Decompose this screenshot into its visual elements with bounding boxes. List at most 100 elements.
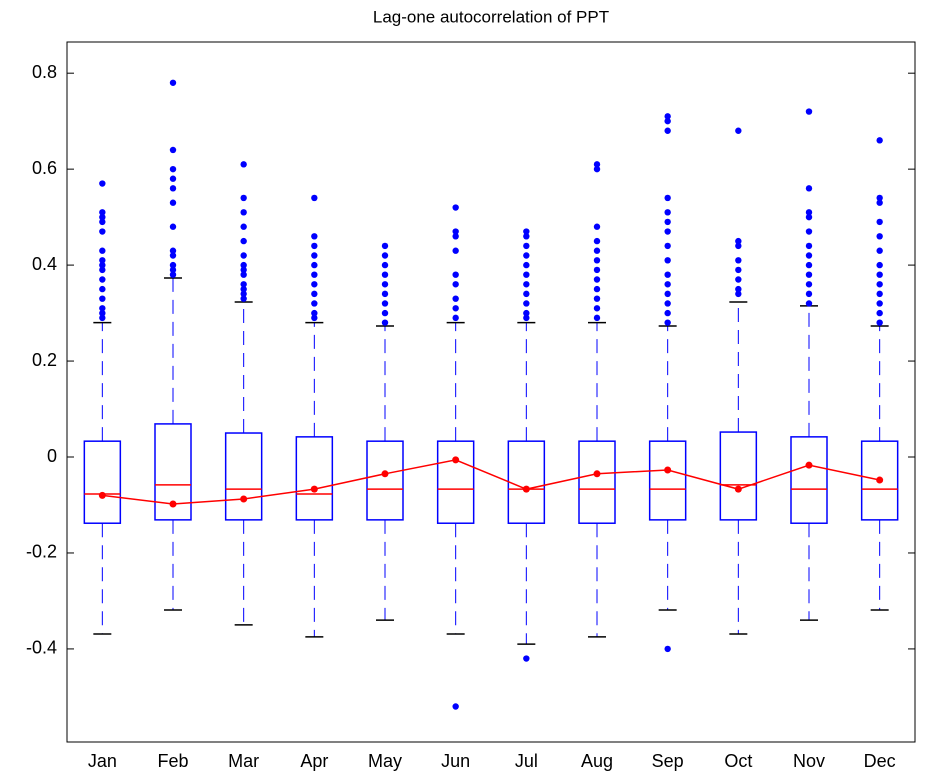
outlier	[99, 261, 106, 269]
outlier	[169, 199, 177, 206]
outlier	[452, 233, 459, 240]
outlier	[876, 199, 883, 206]
outlier	[593, 295, 601, 302]
outlier	[99, 247, 106, 254]
box	[224, 432, 263, 521]
outlier	[805, 290, 813, 298]
outlier	[876, 218, 883, 226]
outlier	[240, 266, 247, 274]
outlier	[876, 137, 883, 144]
outlier	[664, 281, 671, 288]
outlier	[169, 247, 177, 254]
outlier	[311, 261, 318, 269]
outlier	[99, 180, 106, 187]
outlier	[805, 300, 813, 307]
outlier	[876, 319, 883, 326]
outlier	[664, 194, 671, 202]
box	[436, 440, 475, 524]
outlier	[876, 233, 883, 240]
mean-line	[102, 459, 880, 505]
outlier	[169, 252, 177, 259]
outlier	[523, 655, 530, 662]
x-tick-label: Jan	[88, 751, 117, 771]
outlier	[240, 252, 247, 259]
x-tick-label: Dec	[864, 751, 896, 771]
mean-dot	[734, 485, 742, 493]
outlier	[664, 218, 671, 226]
outlier	[169, 175, 177, 182]
outlier	[664, 127, 671, 134]
x-tick-label: Jul	[515, 751, 538, 771]
outlier	[593, 161, 601, 168]
outlier	[593, 165, 601, 173]
y-tick-label: 0.2	[32, 350, 57, 370]
outlier	[593, 257, 601, 264]
y-tick-label: -0.2	[26, 542, 57, 562]
outlier	[169, 79, 177, 86]
y-tick-label: 0.8	[32, 62, 57, 82]
outlier	[523, 252, 530, 259]
outlier	[311, 290, 318, 298]
outlier	[664, 242, 671, 250]
outlier	[805, 252, 813, 259]
outlier	[805, 209, 813, 216]
outlier	[240, 281, 247, 288]
mean-dot	[169, 500, 177, 508]
outlier	[99, 314, 106, 322]
outlier	[664, 319, 671, 326]
outlier	[169, 271, 177, 278]
outlier	[169, 185, 177, 192]
box	[860, 440, 899, 521]
outlier	[735, 127, 742, 134]
outlier	[240, 237, 247, 245]
outlier	[240, 161, 247, 168]
chart-title: Lag-one autocorrelation of PPT	[373, 7, 609, 26]
outlier	[311, 281, 318, 288]
outlier	[452, 314, 459, 322]
outlier	[99, 276, 106, 283]
outlier	[523, 309, 530, 317]
box	[719, 431, 758, 521]
outlier	[381, 242, 389, 250]
box	[507, 440, 546, 524]
outlier	[805, 228, 813, 235]
outlier	[381, 290, 389, 298]
outlier	[311, 194, 318, 202]
outlier	[664, 645, 671, 653]
outlier	[593, 285, 601, 293]
outlier	[311, 252, 318, 259]
box	[648, 440, 687, 521]
outlier	[876, 290, 883, 298]
mean-dot	[593, 470, 601, 478]
outlier	[99, 305, 106, 312]
outlier	[240, 290, 247, 298]
outlier	[452, 247, 459, 254]
outlier	[169, 146, 177, 154]
outlier	[735, 276, 742, 283]
plot-frame	[66, 41, 916, 743]
mean-dot	[381, 470, 389, 478]
outlier	[664, 117, 671, 125]
x-tick-label: Aug	[581, 751, 613, 771]
mean-dot	[240, 495, 248, 503]
outlier	[805, 213, 813, 221]
outlier	[381, 319, 389, 326]
outlier	[523, 281, 530, 288]
outlier	[311, 314, 318, 322]
box	[83, 440, 122, 524]
outlier	[593, 223, 601, 230]
outlier	[381, 309, 389, 317]
mean-dot	[805, 461, 813, 469]
x-tick-label: Apr	[300, 751, 328, 771]
outlier	[876, 281, 883, 288]
outlier	[452, 305, 459, 312]
outlier	[99, 295, 106, 302]
outlier	[99, 285, 106, 293]
outlier	[876, 271, 883, 278]
outlier	[169, 165, 177, 173]
outlier	[169, 261, 177, 269]
outlier	[240, 209, 247, 216]
outlier	[99, 266, 106, 274]
mean-dot	[876, 476, 884, 484]
outlier	[381, 281, 389, 288]
